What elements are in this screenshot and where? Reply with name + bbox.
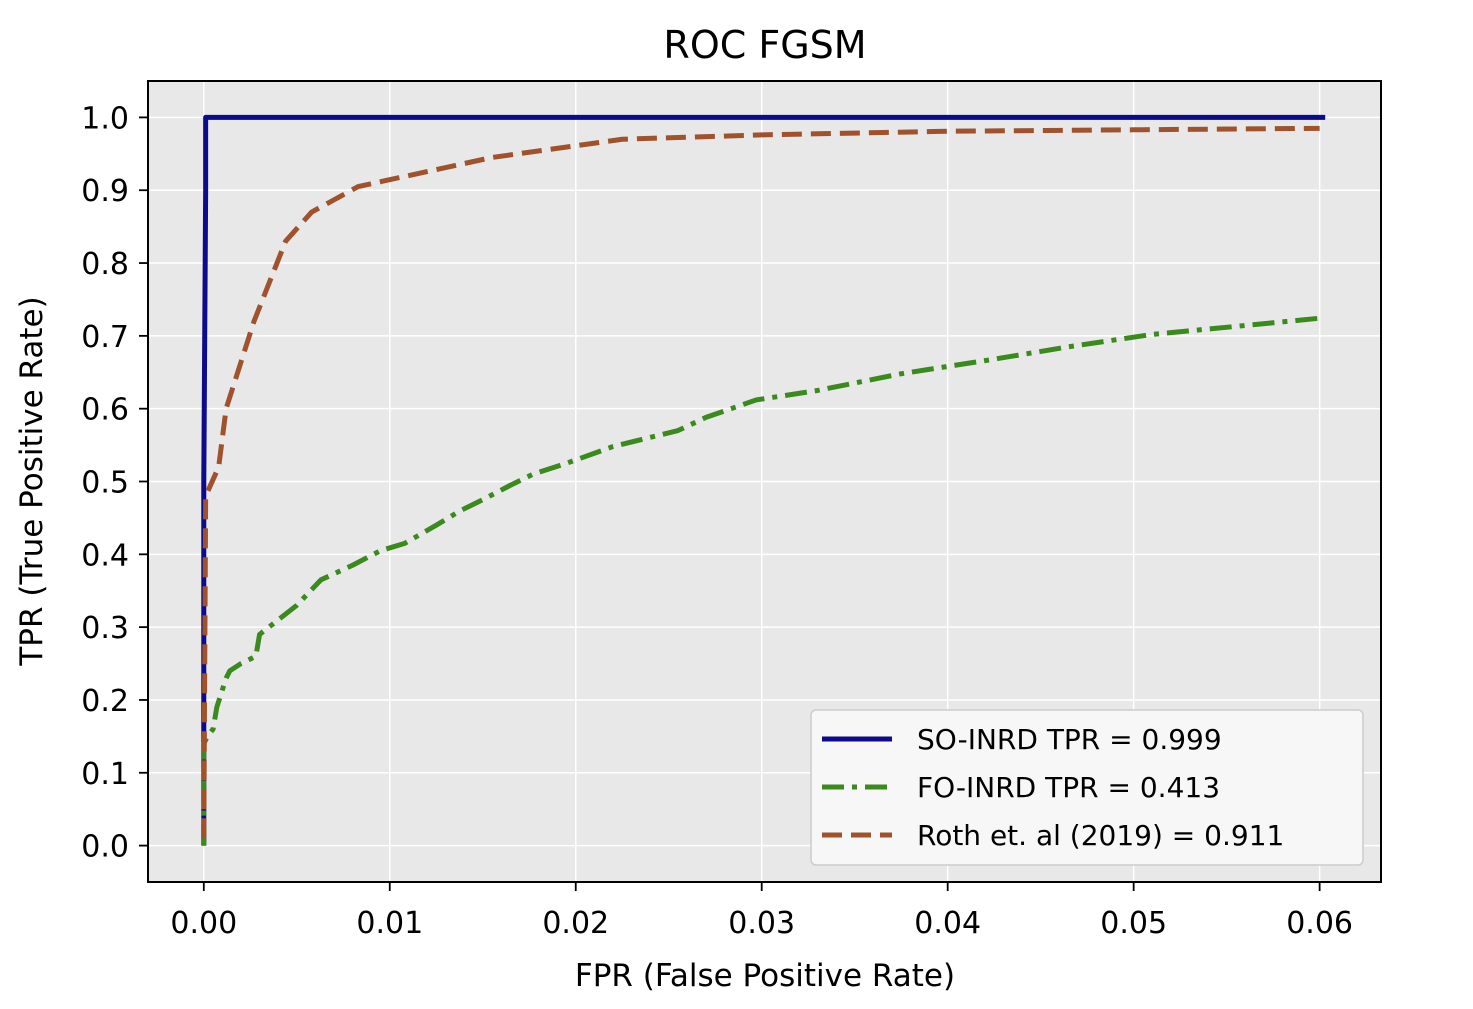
y-tick-label: 0.6 <box>81 393 129 428</box>
y-tick-label: 0.0 <box>81 830 129 865</box>
x-tick-label: 0.03 <box>728 906 795 941</box>
y-tick-label: 0.3 <box>81 611 129 646</box>
series-layer <box>201 114 1326 846</box>
legend-box <box>810 709 1364 866</box>
series-line-1 <box>201 315 1326 846</box>
y-tick-label: 0.1 <box>81 757 129 792</box>
chart-title: ROC FGSM <box>663 23 866 67</box>
y-tick-label: 1.0 <box>81 101 129 136</box>
y-tick-label: 0.5 <box>81 466 129 501</box>
y-tick-label: 0.4 <box>81 538 129 573</box>
legend-label-1: FO-INRD TPR = 0.413 <box>917 771 1220 804</box>
x-tick-label: 0.06 <box>1286 906 1353 941</box>
legend-label-0: SO-INRD TPR = 0.999 <box>917 723 1222 756</box>
x-axis-ticks: 0.00 0.01 0.02 0.03 0.04 0.05 0.06 <box>170 882 1353 941</box>
y-tick-label: 0.2 <box>81 684 129 719</box>
x-tick-label: 0.00 <box>170 906 237 941</box>
y-axis-label: TPR (True Positive Rate) <box>14 296 50 666</box>
legend-label-2: Roth et. al (2019) = 0.911 <box>917 819 1284 852</box>
y-tick-label: 0.7 <box>81 320 129 355</box>
series-line-2 <box>201 125 1320 839</box>
x-axis-label: FPR (False Positive Rate) <box>575 958 955 994</box>
grid-lines <box>148 81 1381 882</box>
x-tick-label: 0.04 <box>914 906 981 941</box>
y-tick-label: 0.9 <box>81 174 129 209</box>
x-tick-label: 0.01 <box>356 906 423 941</box>
y-tick-label: 0.8 <box>81 247 129 282</box>
x-tick-label: 0.02 <box>542 906 609 941</box>
x-tick-label: 0.05 <box>1100 906 1167 941</box>
y-axis-ticks: 0.0 0.1 0.2 0.3 0.4 0.5 0.6 0.7 0.8 0.9 1.0 <box>81 101 148 865</box>
legend: SO-INRD TPR = 0.999 FO-INRD TPR = 0.413 Ro… <box>810 709 1364 866</box>
